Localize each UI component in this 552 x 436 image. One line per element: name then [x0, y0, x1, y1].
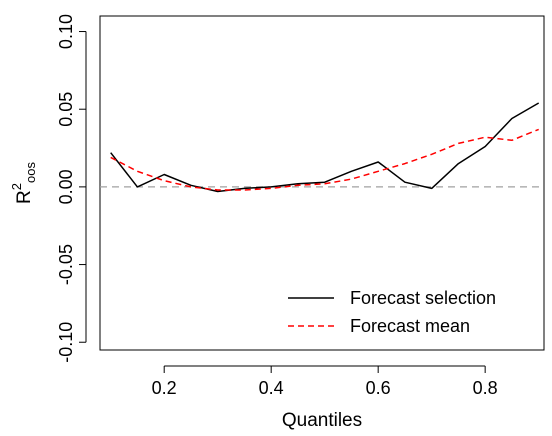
y-axis-title-main: R — [14, 190, 35, 204]
legend-label-forecast-selection: Forecast selection — [350, 288, 496, 308]
x-tick-label: 0.6 — [366, 378, 391, 398]
y-axis-title-sup: 2 — [9, 183, 24, 190]
y-tick-label: -0.10 — [56, 322, 76, 363]
x-tick-label: 0.4 — [259, 378, 284, 398]
y-tick-label: 0.00 — [56, 169, 76, 204]
series-line-forecast-selection — [110, 102, 540, 193]
y-tick-label: -0.05 — [56, 244, 76, 285]
y-axis: -0.10 -0.05 0.00 0.05 0.10 — [56, 14, 87, 363]
x-axis-title: Quantiles — [282, 410, 362, 431]
y-tick-label: 0.05 — [56, 92, 76, 127]
x-tick-label: 0.8 — [473, 378, 498, 398]
series-line-forecast-mean — [110, 128, 539, 191]
legend: Forecast selection Forecast mean — [288, 288, 496, 336]
y-axis-title-sub: oos — [23, 162, 38, 183]
y-axis-title: R2oos — [9, 162, 38, 204]
series-layer — [110, 102, 540, 193]
plot-frame — [99, 15, 545, 351]
plot-area — [99, 15, 545, 351]
legend-label-forecast-mean: Forecast mean — [350, 316, 470, 336]
x-tick-label: 0.2 — [152, 378, 177, 398]
y-tick-label: 0.10 — [56, 14, 76, 49]
x-axis: 0.2 0.4 0.6 0.8 — [152, 365, 498, 398]
